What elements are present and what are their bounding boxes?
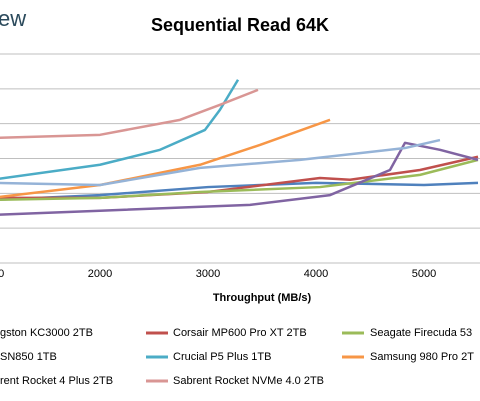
series-line (0, 138, 441, 187)
x-tick-label: 3000 (196, 268, 220, 280)
legend-label: Seagate Firecuda 53 (370, 327, 472, 339)
x-tick-label: 5000 (412, 268, 436, 280)
brand: ew (0, 6, 26, 31)
legend-label: Corsair MP600 Pro XT 2TB (173, 327, 307, 339)
chart-title: Sequential Read 64K (151, 15, 329, 35)
x-tick-label: 4000 (304, 268, 328, 280)
legend-label: Samsung 980 Pro 2T (370, 351, 474, 363)
series-line (0, 118, 331, 199)
legend-label: Sabrent Rocket NVMe 4.0 2TB (173, 375, 324, 387)
legend-label: SN850 1TB (0, 351, 57, 363)
series-line (0, 158, 479, 202)
legend-label: rent Rocket 4 Plus 2TB (0, 375, 113, 387)
x-axis-title: Throughput (MB/s) (213, 292, 312, 304)
x-tick-label: 1000 (0, 268, 4, 280)
legend-label: gston KC3000 2TB (0, 327, 93, 339)
legend-label: Crucial P5 Plus 1TB (173, 351, 271, 363)
x-tick-label: 2000 (88, 268, 112, 280)
series-line (0, 141, 479, 216)
series-line (0, 88, 259, 139)
